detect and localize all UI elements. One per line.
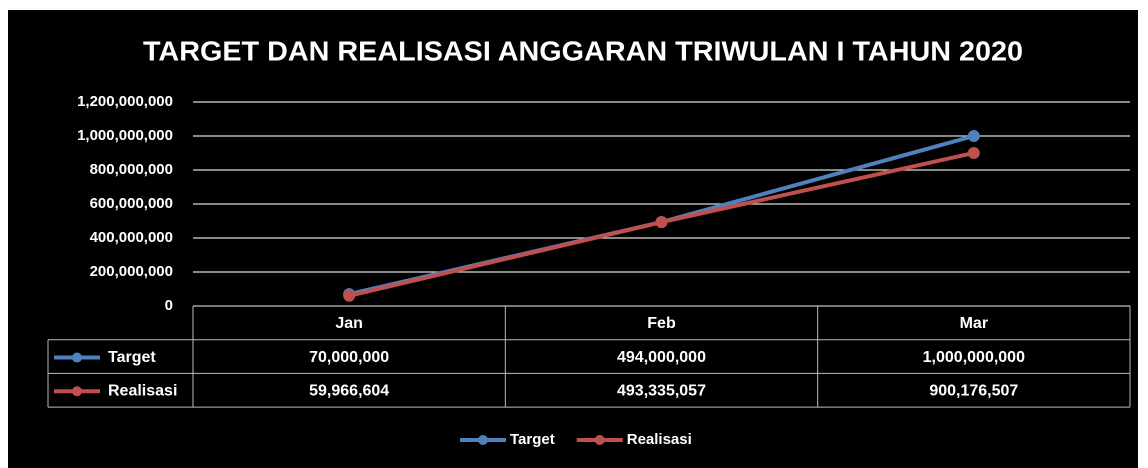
table-value: 900,176,507 [929, 382, 1018, 399]
series-marker [655, 216, 668, 229]
table-key-marker [72, 386, 82, 397]
table-value: 70,000,000 [309, 349, 389, 366]
series-marker [967, 130, 980, 142]
table-value: 1,000,000,000 [923, 349, 1025, 366]
y-tick-label: 600,000,000 [90, 195, 173, 212]
y-tick-label: 0 [165, 297, 173, 314]
series-marker [967, 146, 980, 159]
table-value: 494,000,000 [617, 349, 706, 366]
table-row-label: Realisasi [108, 382, 177, 399]
series-marker [343, 289, 356, 302]
y-tick-label: 800,000,000 [90, 161, 173, 178]
legend-marker [594, 435, 605, 445]
y-tick-label: 1,200,000,000 [77, 93, 173, 110]
table-value: 59,966,604 [309, 382, 389, 399]
y-tick-label: 400,000,000 [90, 229, 173, 246]
y-tick-label: 1,000,000,000 [77, 127, 173, 144]
chart-title: TARGET DAN REALISASI ANGGARAN TRIWULAN I… [143, 35, 1023, 66]
x-tick-label: Mar [960, 315, 988, 332]
chart-background [8, 10, 1138, 468]
x-tick-label: Feb [647, 315, 676, 332]
y-tick-label: 200,000,000 [90, 263, 173, 280]
x-tick-label: Jan [335, 315, 363, 332]
legend-marker [478, 435, 488, 445]
table-row-label: Target [108, 349, 156, 366]
legend-label: Target [510, 431, 555, 448]
legend-label: Realisasi [627, 431, 692, 448]
table-value: 493,335,057 [617, 382, 706, 399]
table-key-marker [72, 352, 82, 363]
